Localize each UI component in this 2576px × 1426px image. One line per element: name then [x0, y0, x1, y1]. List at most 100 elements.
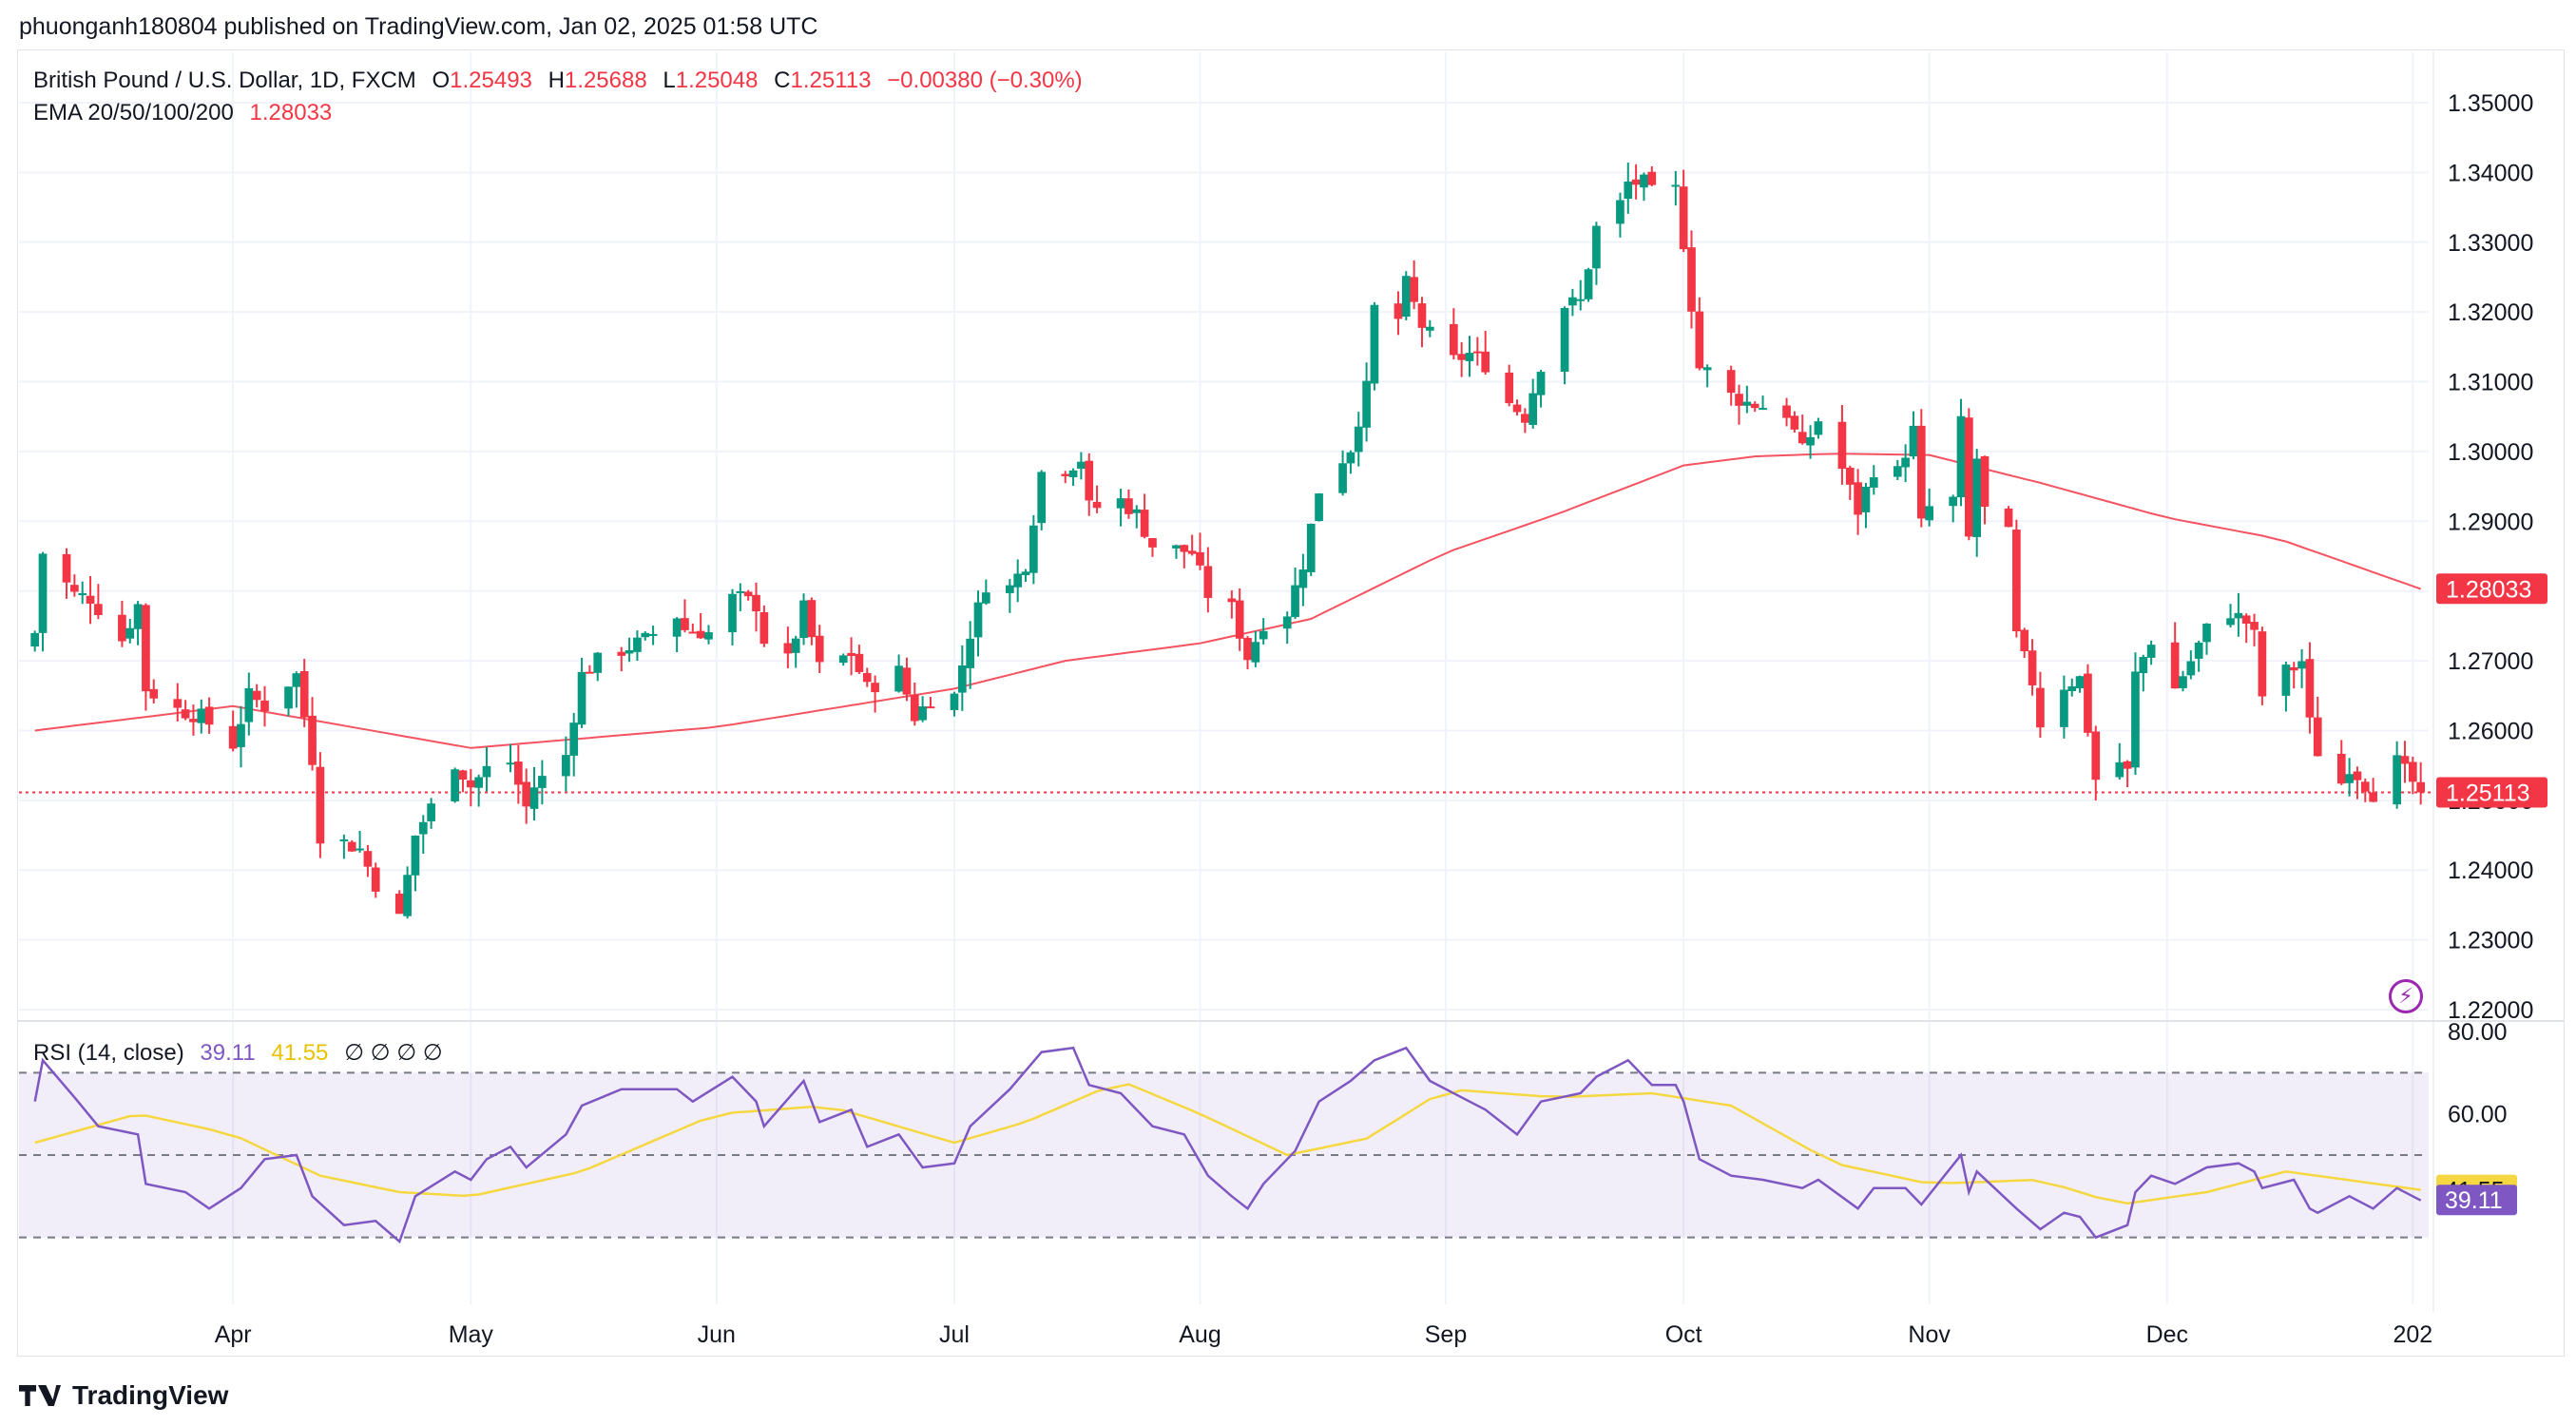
candle-body	[1679, 186, 1688, 250]
candle-body	[1845, 467, 1855, 485]
candle-body	[2281, 665, 2291, 696]
candle-body	[125, 627, 135, 639]
rsi-pane	[19, 1046, 2429, 1244]
candle-body	[752, 594, 760, 612]
candle-body	[458, 770, 468, 780]
candle-body	[356, 848, 364, 851]
candle-body	[2258, 631, 2267, 697]
candle-body	[1512, 404, 1522, 413]
candle-body	[2194, 642, 2203, 659]
candle-body	[1315, 493, 1323, 522]
candle-body	[173, 699, 183, 708]
change-value: −0.00380 (−0.30%)	[887, 67, 1083, 93]
candle-body	[728, 593, 737, 633]
tradingview-logo-icon	[19, 1385, 61, 1406]
candle-body	[2012, 530, 2021, 632]
candle-body	[1417, 303, 1427, 328]
month-tick-label: Jun	[698, 1321, 736, 1348]
candle-body	[1187, 550, 1197, 554]
candle-body	[299, 670, 309, 718]
candle-body	[910, 694, 919, 722]
candle-body	[1695, 311, 1704, 369]
candle-body	[2400, 756, 2410, 764]
candle-body	[2226, 618, 2235, 626]
candle-body	[1354, 426, 1363, 453]
candle-body	[418, 821, 428, 835]
lightning-icon[interactable]: ⚡	[2389, 979, 2423, 1013]
candle-body	[1592, 225, 1601, 269]
candle-body	[308, 715, 317, 765]
candle-body	[2250, 622, 2259, 630]
candle-body	[189, 719, 198, 723]
candle-body	[2234, 612, 2243, 619]
candle-body	[1227, 598, 1237, 603]
candle-body	[1465, 353, 1474, 361]
candle-body	[1797, 432, 1807, 444]
candle-body	[1742, 401, 1752, 406]
candle-body	[62, 553, 71, 583]
rsi-label: RSI (14, close)	[33, 1040, 184, 1066]
candle-body	[1196, 551, 1204, 566]
candle-body	[292, 673, 301, 687]
candle-body	[474, 777, 483, 788]
candle-body	[2345, 774, 2354, 783]
candle-body	[237, 723, 245, 747]
candle-body	[1893, 466, 1902, 477]
candle-body	[529, 787, 539, 809]
candle-body	[2036, 687, 2045, 728]
candle-body	[284, 686, 293, 709]
brand-name: TradingView	[72, 1380, 229, 1410]
candle-body	[2408, 761, 2417, 782]
candle-body	[38, 553, 48, 633]
price-tick-label: 1.23000	[2448, 928, 2533, 954]
candle-body	[1394, 303, 1403, 319]
candle-body	[862, 672, 872, 683]
ema-value: 1.28033	[249, 100, 333, 125]
candle-body	[681, 618, 689, 630]
candle-body	[973, 602, 983, 638]
price-tick-label: 1.22000	[2448, 997, 2533, 1024]
candle-body	[513, 761, 523, 785]
candle-body	[1702, 367, 1712, 371]
symbol-legend: British Pound / U.S. Dollar, 1D, FXCM O1…	[33, 67, 1092, 94]
candle-body	[149, 688, 159, 699]
price-tick-label: 1.27000	[2448, 648, 2533, 675]
candle-body	[1282, 616, 1292, 629]
candle-body	[2091, 731, 2101, 780]
candle-body	[641, 632, 650, 638]
candle-body	[1401, 276, 1411, 318]
candle-body	[871, 683, 879, 693]
candle-body	[633, 637, 642, 652]
candle-body	[1925, 506, 1934, 521]
ema-price-tag: 1.28033	[2446, 576, 2531, 603]
candle-body	[894, 665, 903, 692]
candle-body	[791, 638, 800, 653]
candle-body	[538, 776, 547, 788]
candle-body	[1029, 525, 1038, 573]
rsi-tag: 39.11	[2445, 1187, 2503, 1214]
price-tick-label: 1.30000	[2448, 439, 2533, 466]
candle-body	[1425, 326, 1434, 331]
candle-body	[1077, 461, 1086, 470]
candle-body	[1180, 545, 1189, 552]
candle-body	[1790, 415, 1799, 430]
candle-body	[1410, 277, 1418, 302]
candle-body	[1901, 457, 1910, 468]
candle-body	[1640, 174, 1648, 188]
candle-body	[2369, 792, 2377, 802]
candle-body	[1965, 417, 1973, 537]
candle-body	[855, 653, 864, 673]
candle-body	[2297, 661, 2306, 669]
candle-body	[1726, 370, 1736, 394]
candle-body	[1013, 573, 1023, 588]
rsi-tick-label: 80.00	[2448, 1019, 2508, 1046]
candle-body	[957, 665, 967, 693]
rsi-tick-label: 60.00	[2448, 1102, 2508, 1128]
grid-lines	[17, 49, 2565, 1312]
candle-body	[1949, 496, 1958, 507]
candle-body	[704, 632, 713, 640]
price-tick-label: 1.34000	[2448, 160, 2533, 186]
candle-body	[648, 633, 658, 636]
candle-body	[2179, 676, 2187, 688]
